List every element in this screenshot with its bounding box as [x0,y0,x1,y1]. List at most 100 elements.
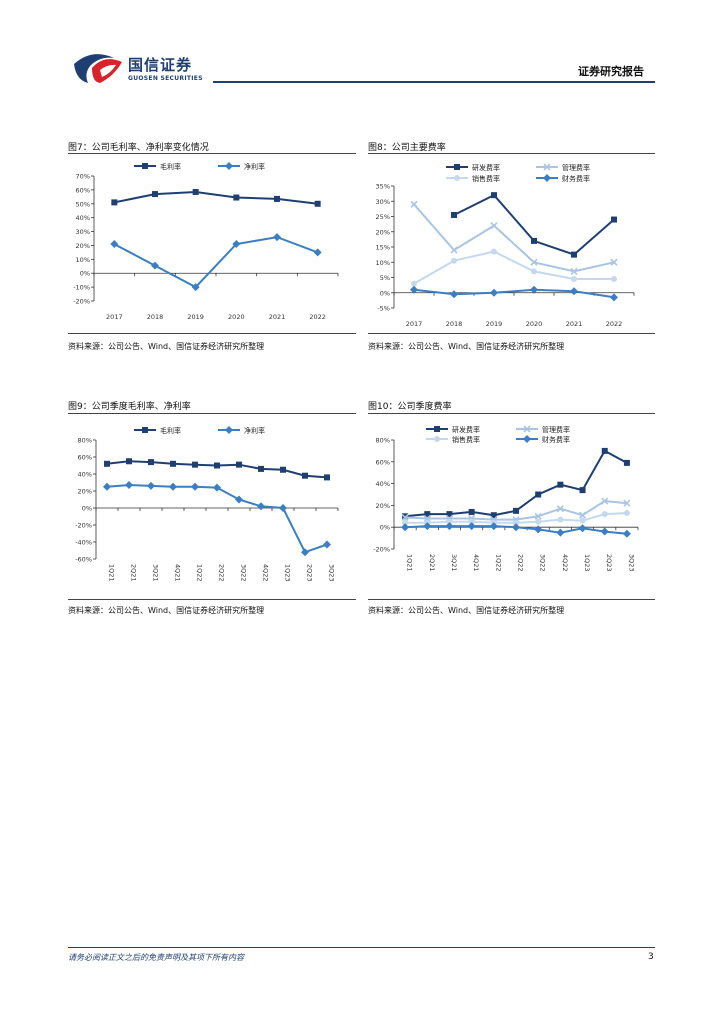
data-point [450,246,458,254]
data-point [622,529,631,538]
data-point [169,482,177,491]
y-tick-label: 80% [376,437,390,445]
data-point [578,511,587,519]
x-tick-label: 3Q23 [328,564,336,582]
brand-subtitle: GUOSEN SECURITIES [128,75,203,82]
x-tick-label: 2020 [526,320,543,328]
legend-marker [225,426,233,434]
series-line [413,288,615,299]
data-point [273,233,281,242]
y-tick-label: 0% [380,524,390,532]
legend-marker [434,426,440,432]
data-point [557,481,564,488]
data-point [571,276,577,283]
data-point [578,524,587,533]
legend-marker [454,164,460,170]
x-tick-label: 2017 [406,320,423,328]
legend-marker [543,163,551,171]
x-tick-label: 4Q22 [561,554,569,572]
legend-marker [454,175,460,181]
y-tick-label: 0% [80,270,90,278]
data-point [611,216,617,223]
legend-marker [543,174,551,182]
figure-7-top-rule [68,153,356,154]
x-tick-label: 2020 [228,313,245,321]
data-point [490,512,497,519]
y-tick-label: 35% [376,183,390,191]
legend-label: 研发费率 [452,425,480,434]
y-tick-label: 60% [78,454,92,462]
data-point [213,483,221,492]
legend-label: 销售费率 [452,435,480,444]
data-point [274,195,280,202]
legend-item: 净利率 [218,426,265,435]
x-tick-label: 2022 [606,320,623,328]
y-tick-label: 40% [376,480,390,488]
figure-9-top-rule [68,413,356,414]
data-point [191,283,200,292]
figure-10-chart: -20% 0% 20% 40% 60% 80% 1Q21 2Q21 3Q21 4Q21 1Q22 2Q… [373,425,639,572]
legend-item: 销售费率 [426,435,480,444]
data-point [512,523,520,532]
data-point [152,191,158,198]
x-tick-label: 2Q23 [306,564,314,582]
figure-10-top-rule [368,413,655,414]
header: 国信证券 GUOSEN SECURITIES 证券研究报告 [0,0,724,90]
y-tick-label: -60% [75,556,92,564]
data-point [257,502,265,511]
legend-marker [523,425,531,433]
brand-name: 国信证券 [128,56,193,74]
data-point [446,518,453,525]
y-tick-label: 0% [380,289,390,297]
data-point [451,211,457,218]
x-tick-label: 4Q22 [262,564,270,582]
data-point [445,522,454,531]
data-point [570,287,578,296]
data-point [401,523,410,532]
data-point [490,288,498,297]
y-tick-label: 40% [78,471,92,479]
x-tick-label: 1Q21 [406,554,414,572]
data-point [313,248,322,257]
figure-8-top-rule [368,153,655,154]
x-tick-label: 3Q21 [152,564,160,582]
legend-marker [142,427,148,433]
x-tick-label: 1Q23 [284,564,292,582]
y-tick-label: -20% [73,298,90,306]
legend-item: 管理费率 [536,163,590,172]
data-point [170,460,176,467]
data-point [111,199,118,206]
data-point [468,518,475,525]
guosen-logo-icon [74,54,122,83]
figure-10-source: 资料来源：公司公告、Wind、国信证券经济研究所整理 [368,606,565,615]
data-point [147,481,155,490]
y-tick-label: 20% [78,488,92,496]
page-number: 3 [648,952,654,962]
series-3 [410,285,618,302]
data-point [235,495,243,504]
data-point [535,518,542,525]
series-line [413,250,614,285]
data-point [450,290,458,299]
x-tick-label: 4Q21 [472,554,480,572]
series-0 [104,458,330,481]
x-tick-label: 2Q22 [218,564,226,582]
x-tick-label: 2019 [486,320,503,328]
report-type: 证券研究报告 [578,65,644,78]
x-tick-label: 2017 [106,313,123,321]
figure-7-bottom-rule [68,333,356,334]
x-tick-label: 2Q21 [428,554,436,572]
y-tick-label: -10% [73,284,90,292]
legend-item: 研发费率 [426,425,480,434]
data-point [125,481,133,490]
data-point [104,460,110,467]
legend-item: 毛利率 [134,426,181,435]
data-point [446,511,453,518]
data-point [148,459,154,466]
data-point [531,237,537,244]
y-tick-label: 10% [376,259,390,267]
data-point [467,522,476,531]
series-0 [451,192,617,258]
y-tick-label: 70% [76,173,90,181]
x-tick-label: 1Q21 [108,564,116,582]
